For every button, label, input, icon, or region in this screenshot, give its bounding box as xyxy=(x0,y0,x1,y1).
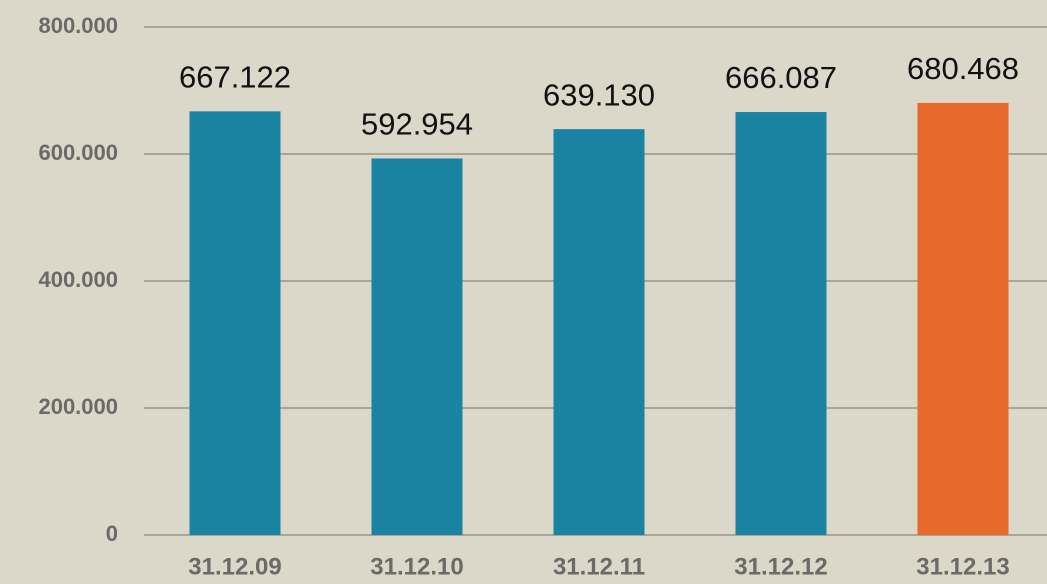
value-label: 666.087 xyxy=(725,60,837,95)
x-tick-label: 31.12.13 xyxy=(916,553,1009,580)
y-tick-label: 0 xyxy=(106,521,118,546)
x-tick-label: 31.12.11 xyxy=(553,553,645,580)
value-label: 639.130 xyxy=(543,77,655,112)
value-label: 592.954 xyxy=(361,107,473,142)
value-label: 680.468 xyxy=(907,51,1019,86)
x-tick-label: 31.12.10 xyxy=(370,553,463,580)
bar xyxy=(917,102,1009,535)
value-label: 667.122 xyxy=(179,60,291,95)
bar xyxy=(735,112,827,535)
x-tick-label: 31.12.12 xyxy=(734,553,827,580)
x-tick-label: 31.12.09 xyxy=(188,553,281,580)
y-tick-label: 800.000 xyxy=(38,13,118,38)
bar xyxy=(189,111,281,535)
y-tick-label: 200.000 xyxy=(38,394,118,419)
bar xyxy=(553,129,645,535)
y-tick-label: 400.000 xyxy=(38,267,118,292)
bar xyxy=(371,158,463,535)
y-tick-label: 600.000 xyxy=(38,140,118,165)
